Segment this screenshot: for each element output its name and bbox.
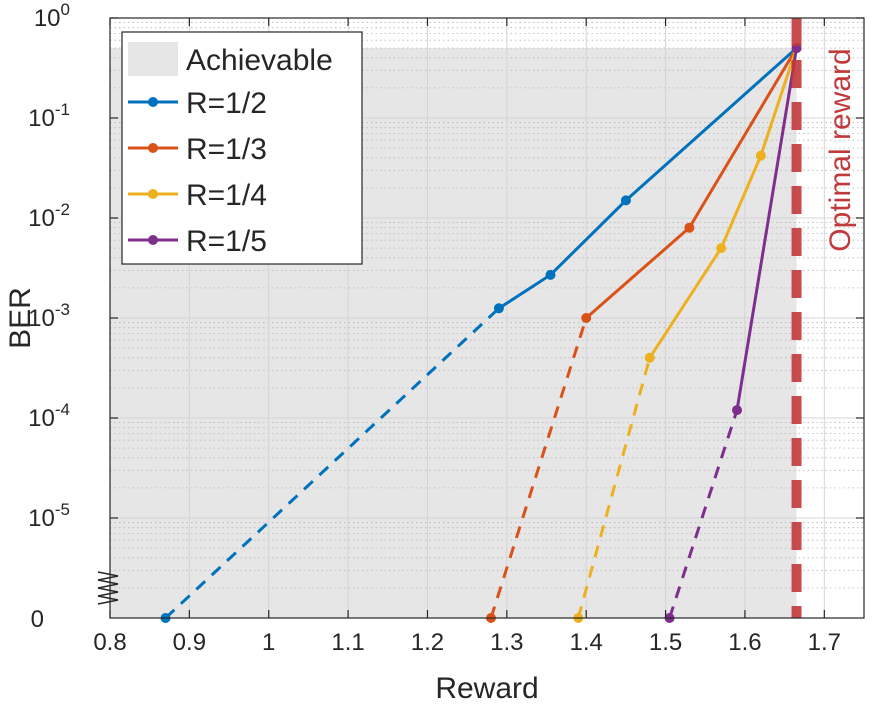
y-axis-label: BER xyxy=(4,287,37,349)
series-3-line xyxy=(648,47,798,359)
series-3-point xyxy=(644,352,655,363)
series-1-dashed-line xyxy=(164,307,500,620)
legend-swatch-achievable xyxy=(128,42,178,76)
x-tick-label: 1.3 xyxy=(490,629,523,656)
x-tick-label: 1.7 xyxy=(808,629,841,656)
series-4-point xyxy=(732,405,743,416)
x-tick-label: 1.1 xyxy=(331,629,364,656)
series-4-dashed-line xyxy=(668,409,739,619)
legend-label-series-1: R=1/2 xyxy=(186,87,267,120)
series-2-dashed-line xyxy=(489,317,588,619)
legend-marker-series-4 xyxy=(148,235,158,245)
legend-label-series-2: R=1/3 xyxy=(186,133,267,166)
y-axis-break-icon xyxy=(97,571,119,605)
optimal-reward-label: Optimal reward xyxy=(824,48,857,251)
y-tick-label: 10-2 xyxy=(28,200,70,232)
y-tick-label: 10-3 xyxy=(28,300,70,332)
series-3-point xyxy=(716,243,727,254)
legend-marker-series-2 xyxy=(148,143,158,153)
x-tick-label: 1 xyxy=(262,629,275,656)
series-1-point xyxy=(493,303,504,314)
y-tick-label: 10-1 xyxy=(28,100,70,132)
y-tick-label-zero: 0 xyxy=(31,606,44,633)
series-1-point xyxy=(545,269,556,280)
series-3-dashed-line xyxy=(576,357,652,619)
y-tick-label: 10-4 xyxy=(28,400,70,432)
series-2-point xyxy=(581,313,592,323)
legend-label-achievable: Achievable xyxy=(186,44,333,77)
series-1-line xyxy=(498,46,798,310)
x-tick-label: 1.6 xyxy=(728,629,761,656)
legend-marker-series-3 xyxy=(148,189,158,199)
legend-marker-series-1 xyxy=(148,97,158,107)
legend-label-series-3: R=1/4 xyxy=(186,179,267,212)
series-1-point xyxy=(620,195,631,206)
series-4-line xyxy=(735,47,799,411)
x-tick-label: 1.4 xyxy=(570,629,603,656)
x-tick-label: 1.5 xyxy=(649,629,682,656)
series-3-point xyxy=(755,150,766,161)
x-tick-label: 0.8 xyxy=(93,629,126,656)
y-tick-label: 100 xyxy=(34,0,70,32)
series-2-point xyxy=(684,222,695,233)
y-tick-label: 10-5 xyxy=(28,500,70,532)
x-tick-label: 1.2 xyxy=(411,629,444,656)
x-axis-label: Reward xyxy=(435,672,538,704)
legend-label-series-4: R=1/5 xyxy=(186,225,267,258)
x-tick-label: 0.9 xyxy=(173,629,206,656)
